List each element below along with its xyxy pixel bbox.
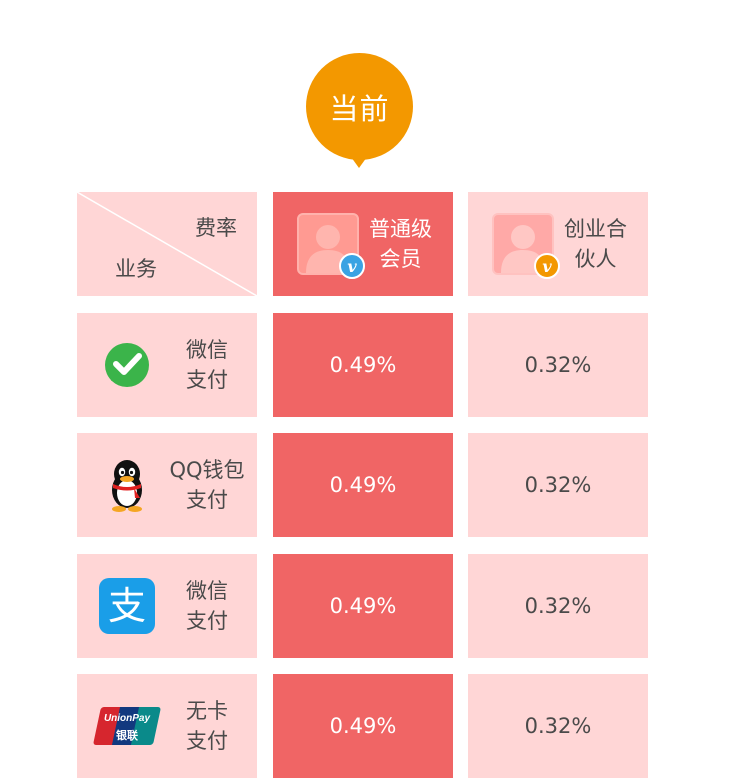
header-corner-cell: 费率 业务 [77,192,257,296]
tier-current-label: 普通级 会员 [369,217,432,271]
payment-method-wechat: 微信 支付 [77,313,257,417]
rate-partner-cell: 0.32% [468,313,648,417]
rate-current-cell: 0.49% [273,313,453,417]
wechat-icon [97,335,157,395]
rate-value: 0.49% [329,473,397,497]
payment-method-label: 微信 支付 [186,579,228,633]
rate-partner-cell: 0.32% [468,674,648,778]
current-tier-bubble: 当前 [306,53,413,160]
avatar: v [492,213,560,279]
rate-value: 0.49% [329,353,397,377]
member-v-badge-icon: v [339,253,365,279]
business-axis-label: 业务 [115,257,157,281]
rate-value: 0.32% [524,714,592,738]
payment-method-label: 微信 支付 [186,338,228,392]
current-tier-label: 当前 [329,91,390,126]
rate-value: 0.49% [329,714,397,738]
payment-method-unionpay: UnionPay 银联 无卡 支付 [77,674,257,778]
current-tier-bubble-tail [346,150,372,168]
avatar: v [297,213,365,279]
payment-method-label: 无卡 支付 [186,699,228,753]
rate-value: 0.32% [524,473,592,497]
alipay-icon: 支 [97,576,157,636]
rate-current-cell: 0.49% [273,674,453,778]
payment-method-alipay: 支 微信 支付 [77,554,257,658]
rate-partner-cell: 0.32% [468,433,648,537]
rate-current-cell: 0.49% [273,433,453,537]
rate-value: 0.32% [524,594,592,618]
partner-v-badge-icon: v [534,253,560,279]
corner-diagonal-line [77,192,257,296]
tier-partner-label: 创业合 伙人 [564,217,627,271]
unionpay-icon: UnionPay 银联 [92,696,162,756]
rate-value: 0.49% [329,594,397,618]
rate-partner-cell: 0.32% [468,554,648,658]
header-tier-partner[interactable]: v 创业合 伙人 [468,192,648,296]
qq-icon [97,455,157,515]
rate-axis-label: 费率 [195,216,237,240]
rate-value: 0.32% [524,353,592,377]
rate-current-cell: 0.49% [273,554,453,658]
header-tier-current[interactable]: v 普通级 会员 [273,192,453,296]
payment-method-qq-wallet: QQ钱包 支付 [77,433,257,537]
payment-method-label: QQ钱包 支付 [169,458,245,512]
